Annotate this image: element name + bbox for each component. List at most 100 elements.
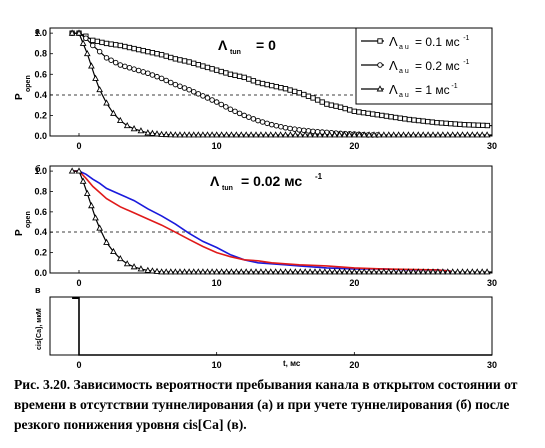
panel-a-series-2-point (331, 131, 339, 138)
panel-a-series-2-point (123, 121, 131, 129)
panel-a-series-0-point (209, 66, 215, 72)
panel-c-xtick-label: 0 (76, 360, 81, 370)
legend-superscript: -1 (451, 83, 457, 90)
panel-a-series-1-point (200, 93, 206, 99)
panel-a-series-0-point (365, 110, 371, 117)
panel-a-series-0-point (360, 110, 367, 116)
panel-b-series-2-point (400, 268, 407, 275)
panel-a-series-2-point (454, 131, 461, 138)
panel-a-series-1-point (163, 77, 169, 84)
panel-b-series-2-point (301, 268, 309, 275)
panel-a-series-0-point (204, 64, 211, 71)
panel-b-series-2-point (213, 268, 221, 275)
panel-a-series-2-point (110, 109, 117, 116)
panel-a-series-0-point (356, 109, 362, 115)
panel-a-series-2-point (116, 116, 124, 124)
panel-b-series-2-point (395, 268, 402, 275)
panel-b-series-2-point (267, 268, 275, 275)
panel-a-series-1-point (268, 121, 275, 128)
panel-b-series-2-point (162, 268, 170, 275)
panel-a-series-2-point (149, 129, 156, 136)
panel-a-series-2-point (360, 131, 368, 138)
panel-b-series-2-point (144, 266, 152, 273)
panel-a-series-1-point (255, 117, 261, 124)
panel-b-series-2-point (237, 268, 245, 275)
panel-a-series-0-point (296, 90, 302, 96)
panel-a-series-0-point (392, 114, 399, 121)
panel-b-series-2-point (88, 201, 95, 209)
panel-a-series-0-point (195, 62, 201, 68)
panel-a-series-0-point (443, 120, 449, 126)
panel-c-series-0 (72, 297, 492, 356)
panel-a-series-0-point (347, 107, 353, 113)
panel-a-series-2-point (296, 131, 304, 138)
panel-a-series-0-point (425, 118, 431, 125)
panel-a-series-0-point (397, 115, 403, 121)
panel-a-series-2-point (172, 131, 179, 138)
panel-b-series-2-point (190, 268, 198, 275)
panel-b-series-2-point (385, 268, 393, 275)
legend-swatch-marker (377, 38, 383, 44)
panel-a-series-1-point (291, 126, 298, 132)
panel-a-annotation-sub: tun (230, 49, 241, 56)
panel-a-series-0-point (246, 76, 252, 82)
panel-a-series-0-point (140, 47, 146, 54)
panel-a-series-0-point (388, 114, 394, 120)
panel-b-series-2-point (75, 167, 83, 174)
panel-a-series-0-point (108, 41, 114, 47)
panel-a-ytick-label: 0.0 (34, 131, 47, 141)
panel-a-series-2-point (103, 99, 110, 106)
panel-a-series-2-point (365, 131, 373, 138)
panel-b-series-2-point (153, 267, 161, 274)
panel-b-series-2-point (287, 268, 294, 275)
panel-a-series-2-point (439, 131, 447, 138)
panel-b-label: б (35, 164, 41, 174)
panel-a-series-0-point (292, 88, 298, 95)
panel-a-series-0-point (370, 111, 376, 117)
panel-a-series-1-point (117, 62, 124, 68)
panel-a-series-0-point (351, 108, 357, 114)
panel-a-series-0-point (301, 91, 307, 98)
panel-b-series-2-point (405, 268, 412, 275)
legend-subscript: a u (399, 44, 409, 51)
panel-a-ytick-label: 1.0 (34, 28, 47, 38)
panel-a-series-1-point (218, 101, 225, 108)
panel-a-series-1-point (168, 79, 174, 86)
panel-b-series-2-point (464, 268, 471, 275)
panel-a-series-1-point (135, 67, 142, 74)
panel-a-series-2-point (79, 39, 87, 46)
panel-a-xtick-label: 20 (349, 141, 359, 151)
panel-b-series-2-point (449, 268, 457, 275)
panel-a-series-1-point (126, 65, 133, 71)
panel-b-series-2-point (282, 268, 289, 275)
panel-b-series-2-point (247, 268, 255, 275)
panel-b-series-2-point (194, 268, 202, 275)
legend-value: = 0.1 мс (415, 35, 460, 49)
panel-a-series-2-point (257, 131, 265, 138)
panel-a-series-1-point (259, 119, 266, 125)
panel-b-series-0 (72, 170, 451, 272)
panel-a-series-0-point (218, 68, 224, 75)
panel-b-series-2-point (116, 254, 124, 262)
panel-a-series-0-point (191, 60, 197, 66)
panel-b-ylabel: P open (14, 211, 32, 236)
panel-a-series-0-point (163, 53, 169, 59)
panel-a-series-0-point (415, 117, 422, 124)
panel-a-series-0-point (90, 37, 96, 43)
panel-a-series-2-point (385, 131, 393, 138)
panel-b-ytick-label: 0.8 (34, 186, 47, 196)
panel-a-series-0-point (319, 99, 325, 105)
panel-a-series-0-point (310, 95, 316, 101)
panel-a-series-2-point (237, 131, 245, 138)
panel-a-series-2-point (162, 130, 170, 138)
panel-a-series-2-point (419, 131, 427, 138)
panel-a-series-2-point (326, 131, 334, 138)
panel-a-series-0-point (420, 118, 426, 124)
panel-b-series-2-point (176, 268, 184, 275)
panel-b-series-2-point (483, 268, 491, 275)
panel-b-xtick-label: 20 (349, 278, 359, 288)
panel-b-series-2-point (158, 268, 165, 275)
panel-a-ytick-label: 0.6 (34, 69, 47, 79)
panel-a-series-2-point (468, 131, 476, 138)
panel-b-annotation: Λ tun = 0.02 мс -1 (210, 172, 323, 192)
